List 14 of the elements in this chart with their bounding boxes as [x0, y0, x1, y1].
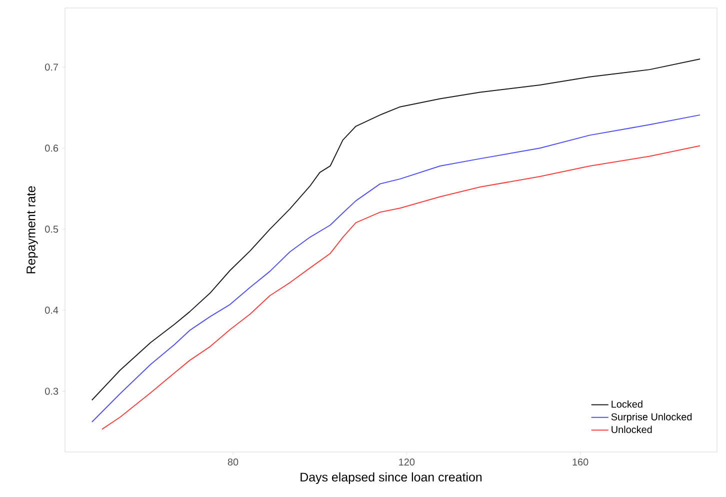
x-axis-title: Days elapsed since loan creation: [300, 472, 482, 484]
x-tick-label: 160: [572, 458, 588, 466]
y-axis-title: Repayment rate: [26, 186, 38, 274]
y-tick-label: 0.3: [45, 388, 58, 395]
y-tick-label: 0.5: [45, 226, 58, 233]
x-tick-label: 120: [399, 458, 415, 466]
legend-label: Locked: [612, 400, 642, 408]
y-tick-label: 0.6: [45, 144, 58, 152]
legend-label: Unlocked: [612, 426, 652, 434]
line-series: [91, 58, 701, 401]
legend-label: Surprise Unlocked: [611, 413, 692, 422]
y-tick-label: 0.4: [45, 306, 58, 314]
x-tick-label: 80: [228, 458, 238, 466]
y-tick-label: 0.7: [45, 64, 58, 71]
